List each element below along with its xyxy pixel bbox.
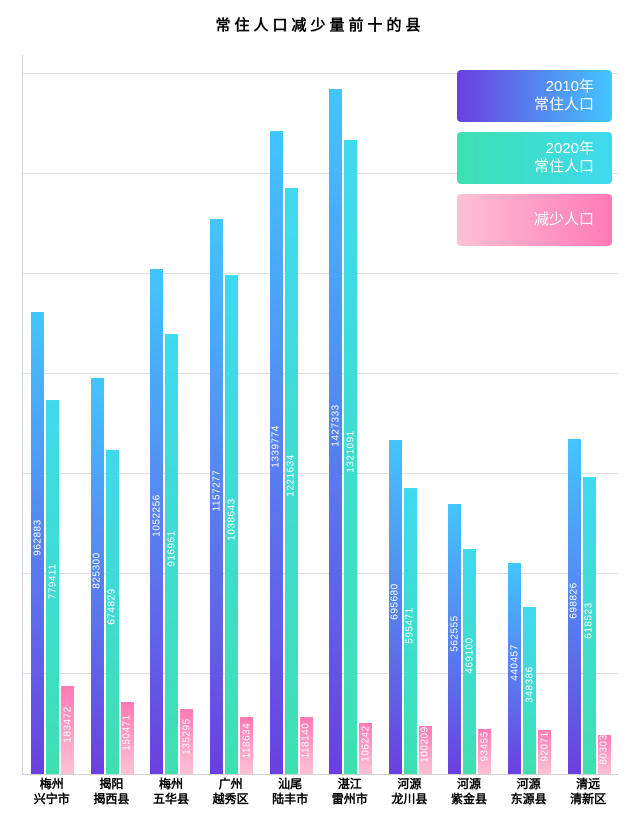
bar: 695680 <box>389 440 402 774</box>
bar: 118634 <box>240 717 253 774</box>
bar-value-label: 440457 <box>509 645 520 681</box>
x-axis-label: 广州越秀区 <box>201 777 261 807</box>
bar: 118140 <box>300 717 313 774</box>
bar-value-label: 150471 <box>122 714 133 750</box>
bar: 1321091 <box>344 140 357 774</box>
x-axis-label: 河源东源县 <box>499 777 559 807</box>
x-axis-label-line1: 广州 <box>201 777 261 792</box>
bar: 135295 <box>180 709 193 774</box>
chart-title: 常住人口减少量前十的县 <box>0 0 640 35</box>
bar-value-label: 100209 <box>420 726 431 762</box>
x-axis-label-line2: 兴宁市 <box>22 792 82 807</box>
bar: 562555 <box>448 504 461 774</box>
x-axis-label-line2: 紫金县 <box>439 792 499 807</box>
bar-value-label: 1427333 <box>330 405 341 447</box>
bar: 595471 <box>404 488 417 774</box>
bar-value-label: 618523 <box>584 602 595 638</box>
bar: 100209 <box>419 726 432 774</box>
bar-value-label: 93455 <box>479 731 490 761</box>
x-axis-label: 汕尾陆丰市 <box>260 777 320 807</box>
bar: 1038643 <box>225 275 238 774</box>
bar-value-label: 779411 <box>47 564 58 600</box>
bar: 916961 <box>165 334 178 774</box>
bar: 618523 <box>583 477 596 774</box>
legend-label: 减少人口 <box>534 211 594 229</box>
x-axis-label-line2: 陆丰市 <box>260 792 320 807</box>
bar: 348386 <box>523 607 536 774</box>
x-axis-label-line2: 越秀区 <box>201 792 261 807</box>
x-axis-label-line1: 河源 <box>499 777 559 792</box>
bar: 674829 <box>106 450 119 774</box>
bar: 106242 <box>359 723 372 774</box>
bar: 1157277 <box>210 219 223 774</box>
bar-value-label: 135295 <box>181 718 192 754</box>
bar-value-label: 118140 <box>301 722 312 758</box>
bar-value-label: 348386 <box>524 667 535 703</box>
bar: 150471 <box>121 702 134 774</box>
bar-value-label: 1321091 <box>345 430 356 472</box>
bar: 469100 <box>463 549 476 774</box>
x-axis-label-line1: 湛江 <box>320 777 380 792</box>
legend-item: 2020年常住人口 <box>457 132 612 184</box>
bar: 1221634 <box>285 188 298 774</box>
x-axis-label-line2: 雷州市 <box>320 792 380 807</box>
x-axis-label-line2: 五华县 <box>141 792 201 807</box>
legend-item: 减少人口 <box>457 194 612 246</box>
bar-value-label: 1038643 <box>226 498 237 540</box>
bar-value-label: 92071 <box>539 731 550 761</box>
x-axis-label-line2: 清新区 <box>558 792 618 807</box>
bar: 1427333 <box>329 89 342 774</box>
x-axis-label: 梅州兴宁市 <box>22 777 82 807</box>
bar: 93455 <box>478 729 491 774</box>
bar-value-label: 1339774 <box>271 426 282 468</box>
bar-value-label: 106242 <box>360 725 371 761</box>
bar: 698826 <box>568 439 581 774</box>
x-axis-label-line2: 东源县 <box>499 792 559 807</box>
x-axis-label-line1: 河源 <box>439 777 499 792</box>
x-axis-label: 揭阳揭西县 <box>82 777 142 807</box>
bar: 1339774 <box>270 131 283 774</box>
bar-value-label: 562555 <box>449 615 460 651</box>
bar-value-label: 1157277 <box>211 470 222 512</box>
bar-value-label: 825300 <box>92 552 103 588</box>
bar-value-label: 962883 <box>32 519 43 555</box>
x-axis-label: 河源紫金县 <box>439 777 499 807</box>
bar-value-label: 183472 <box>62 706 73 742</box>
bar-value-label: 916961 <box>166 530 177 566</box>
legend-label: 2020年常住人口 <box>534 140 594 176</box>
bar: 440457 <box>508 563 521 774</box>
bar-value-label: 595471 <box>405 607 416 643</box>
bar: 825300 <box>91 378 104 774</box>
bar: 1052256 <box>150 269 163 774</box>
x-axis-label-line1: 汕尾 <box>260 777 320 792</box>
x-axis-label-line1: 梅州 <box>141 777 201 792</box>
bar: 183472 <box>61 686 74 774</box>
x-axis-label: 湛江雷州市 <box>320 777 380 807</box>
bar-value-label: 80303 <box>599 734 610 764</box>
x-axis-label: 清远清新区 <box>558 777 618 807</box>
legend: 2010年常住人口 2020年常住人口减少人口 <box>457 70 612 256</box>
legend-item: 2010年常住人口 <box>457 70 612 122</box>
bar: 80303 <box>598 735 611 774</box>
x-axis-label-line1: 清远 <box>558 777 618 792</box>
bar-value-label: 698826 <box>569 583 580 619</box>
bar-value-label: 469100 <box>464 638 475 674</box>
legend-label: 2010年常住人口 <box>534 78 594 114</box>
x-axis-label-line1: 梅州 <box>22 777 82 792</box>
bar: 779411 <box>46 400 59 774</box>
x-axis-label: 河源龙川县 <box>380 777 440 807</box>
bar-value-label: 1052256 <box>151 495 162 537</box>
bar: 962883 <box>31 312 44 774</box>
x-axis-label-line1: 河源 <box>380 777 440 792</box>
bar-value-label: 118634 <box>241 722 252 758</box>
x-axis-label-line2: 揭西县 <box>82 792 142 807</box>
bar: 92071 <box>538 730 551 774</box>
bar-value-label: 1221634 <box>286 454 297 496</box>
x-axis-label-line1: 揭阳 <box>82 777 142 792</box>
bar-value-label: 674829 <box>107 588 118 624</box>
x-axis-label: 梅州五华县 <box>141 777 201 807</box>
x-axis-label-line2: 龙川县 <box>380 792 440 807</box>
bar-value-label: 695680 <box>390 583 401 619</box>
